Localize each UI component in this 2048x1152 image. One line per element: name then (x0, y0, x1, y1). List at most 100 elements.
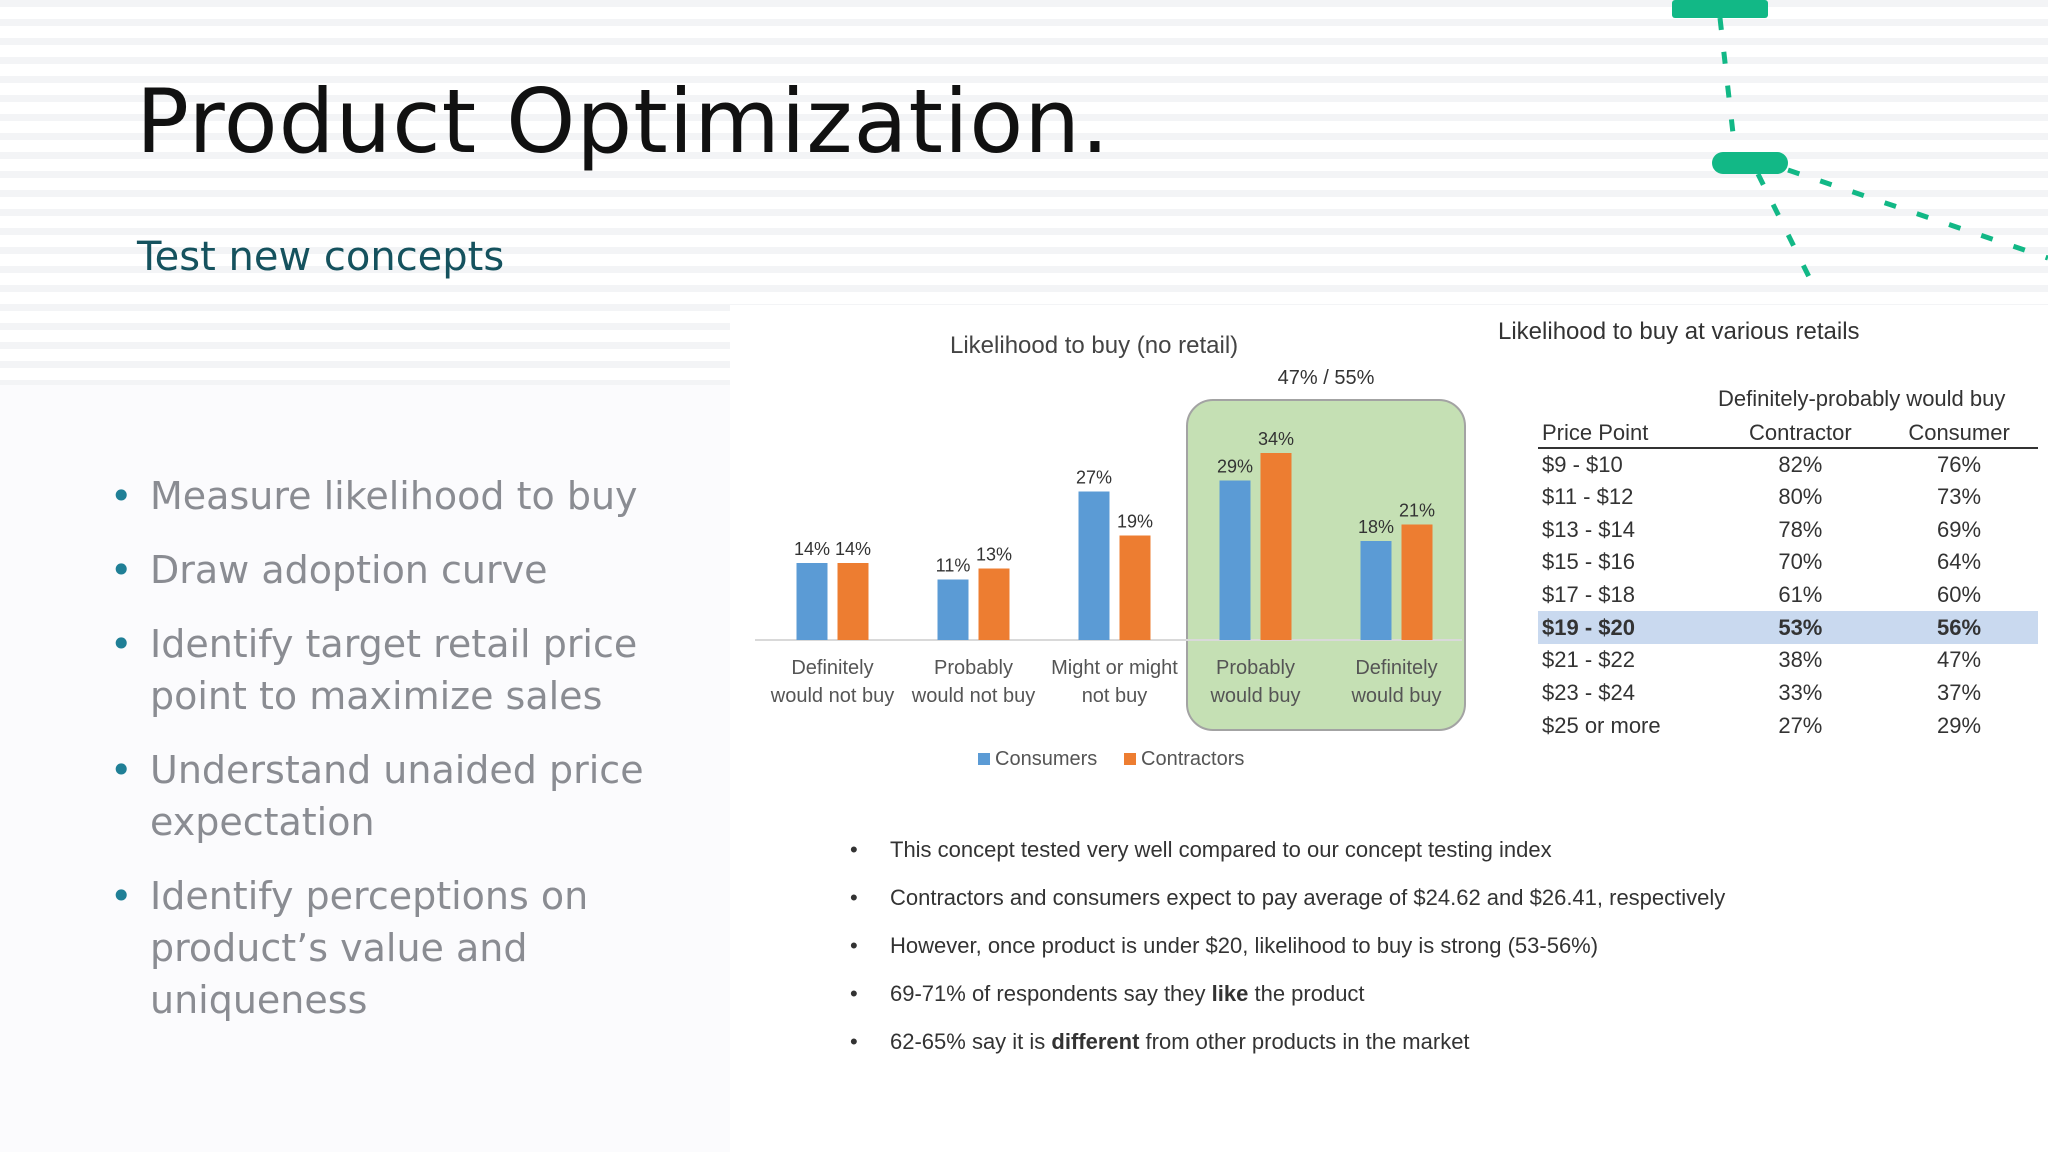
finding-item: 69-71% of respondents say they like the … (848, 979, 1998, 1009)
finding-emphasis: like (1211, 981, 1249, 1006)
chart-title: Likelihood to buy (no retail) (950, 332, 1239, 359)
bar-consumers-2 (1078, 491, 1110, 640)
contractor-cell: 33% (1778, 680, 1823, 706)
finding-item: However, once product is under $20, like… (848, 931, 1998, 961)
category-label: would not buy (770, 685, 894, 707)
retail-price-table: Price Point Contractor Consumer $9 - $10… (1538, 418, 2038, 742)
data-label: 14% (794, 539, 830, 559)
objective-item: Measure likelihood to buy (110, 470, 720, 522)
price-cell: $15 - $16 (1542, 549, 1635, 575)
objective-item: Identify perceptions on product’s value … (110, 870, 720, 1026)
bar-contractors-1 (978, 568, 1010, 640)
data-label: 11% (936, 556, 971, 576)
finding-text: the product (1248, 981, 1365, 1006)
contractor-cell: 80% (1778, 484, 1823, 510)
finding-text: 69-71% of respondents say they (890, 981, 1212, 1006)
data-label: 34% (1258, 429, 1294, 449)
objective-item: Understand unaided price expectation (110, 744, 720, 848)
data-label: 27% (1076, 468, 1112, 488)
category-label: Definitely (791, 657, 873, 679)
category-label: Probably (934, 657, 1013, 679)
finding-emphasis: different (1051, 1029, 1140, 1054)
category-label: would buy (1209, 685, 1300, 707)
contractor-cell: 82% (1778, 451, 1823, 477)
bar-consumers-0 (796, 563, 828, 640)
category-label: Might or might (1051, 657, 1178, 679)
legend-swatch-consumers (978, 753, 990, 765)
category-label: Probably (1216, 657, 1295, 679)
data-label: 13% (976, 545, 1012, 565)
price-cell: $25 or more (1542, 712, 1661, 738)
contractor-cell: 78% (1778, 516, 1823, 542)
finding-text: This concept tested very well compared t… (890, 837, 1552, 862)
retail-table-group-header: Definitely-probably would buy (1718, 386, 2006, 411)
table-row: $13 - $14 78% 69% (1538, 513, 2038, 546)
column-header-price: Price Point (1538, 418, 1721, 449)
category-label: would buy (1350, 685, 1441, 707)
category-label: Definitely (1355, 657, 1437, 679)
contractor-cell: 70% (1778, 549, 1823, 575)
data-label: 29% (1217, 457, 1253, 477)
table-row: $21 - $22 38% 47% (1538, 644, 2038, 677)
objective-item: Identify target retail price point to ma… (110, 618, 720, 722)
bar-contractors-2 (1119, 535, 1151, 640)
price-cell: $17 - $18 (1542, 582, 1635, 608)
category-label: not buy (1082, 685, 1148, 707)
consumer-cell: 73% (1937, 484, 1982, 510)
data-label: 18% (1358, 517, 1394, 537)
legend-swatch-contractors (1124, 753, 1136, 765)
consumer-cell: 29% (1937, 712, 1982, 738)
consumer-cell: 64% (1937, 549, 1982, 575)
table-row: $9 - $10 82% 76% (1538, 448, 2038, 481)
bar-contractors-3 (1260, 453, 1292, 640)
highlight-label: 47% / 55% (1278, 367, 1375, 389)
highlight-region (1186, 399, 1466, 731)
price-cell: $19 - $20 (1538, 611, 1721, 645)
bar-contractors-4 (1401, 524, 1433, 640)
finding-text: Contractors and consumers expect to pay … (890, 885, 1726, 910)
contractor-cell: 53% (1720, 611, 1881, 645)
price-cell: $23 - $24 (1542, 680, 1635, 706)
consumer-cell: 76% (1937, 451, 1982, 477)
finding-text: from other products in the market (1139, 1029, 1470, 1054)
bar-consumers-3 (1219, 480, 1251, 640)
table-row: $17 - $18 61% 60% (1538, 579, 2038, 612)
slide-subtitle: Test new concepts (137, 234, 505, 280)
consumer-cell: 37% (1937, 680, 1982, 706)
data-label: 19% (1117, 512, 1153, 532)
decorative-connector-graphic (1672, 0, 2048, 297)
price-cell: $21 - $22 (1542, 647, 1635, 673)
consumer-cell: 47% (1937, 647, 1982, 673)
finding-text: 62-65% say it is (890, 1029, 1052, 1054)
data-label: 14% (835, 539, 871, 559)
legend-label-contractors: Contractors (1141, 748, 1244, 770)
bar-consumers-1 (937, 579, 969, 640)
slide-title: Product Optimization. (136, 70, 1111, 173)
retail-table-title: Likelihood to buy at various retails (1498, 318, 1860, 345)
finding-text: However, once product is under $20, like… (890, 933, 1599, 958)
contractor-cell: 61% (1778, 582, 1823, 608)
table-row: $11 - $12 80% 73% (1538, 481, 2038, 514)
contractor-cell: 38% (1778, 647, 1823, 673)
likelihood-bar-chart: 47% / 55% 14% 14% Definitely would not buy 11… (755, 367, 1466, 770)
price-cell: $11 - $12 (1542, 484, 1634, 510)
bar-consumers-4 (1360, 541, 1392, 640)
retail-table-body: $9 - $10 82% 76% $11 - $12 80% 73% $13 - $14 78… (1538, 448, 2038, 742)
table-header-row: Price Point Contractor Consumer (1538, 418, 2038, 449)
finding-item: This concept tested very well compared t… (848, 835, 1998, 865)
consumer-cell: 69% (1937, 516, 1982, 542)
contractor-cell: 27% (1778, 712, 1823, 738)
legend-label-consumers: Consumers (995, 748, 1097, 770)
column-header-consumer: Consumer (1880, 418, 2038, 449)
bar-contractors-0 (837, 563, 869, 640)
objective-item: Draw adoption curve (110, 544, 720, 596)
objectives-list: Measure likelihood to buy Draw adoption … (110, 470, 720, 1048)
column-header-contractor: Contractor (1720, 418, 1881, 449)
data-label: 21% (1399, 501, 1435, 521)
table-row: $25 or more 27% 29% (1538, 710, 2038, 743)
findings-list: This concept tested very well compared t… (848, 835, 1998, 1075)
finding-item: 62-65% say it is different from other pr… (848, 1027, 1998, 1057)
category-label: would not buy (911, 685, 1035, 707)
table-row: $23 - $24 33% 37% (1538, 677, 2038, 710)
price-cell: $9 - $10 (1542, 451, 1623, 477)
